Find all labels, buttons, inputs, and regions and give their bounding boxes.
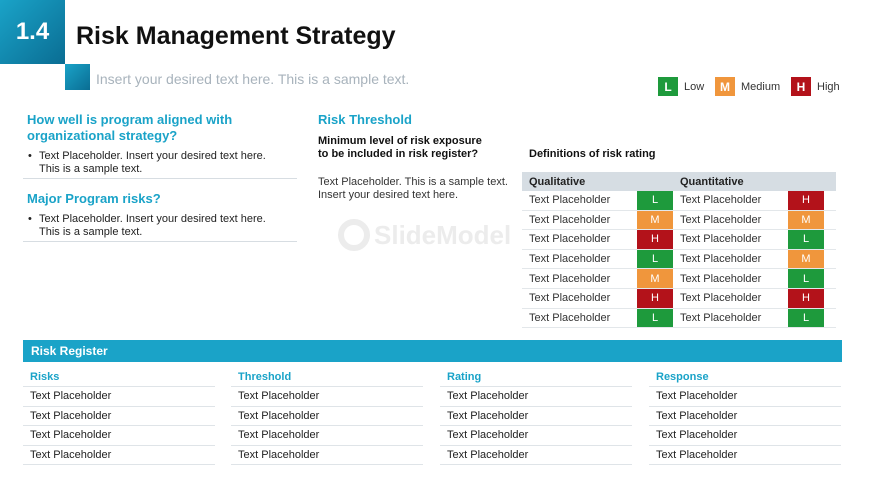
risk-threshold-question-line1: Minimum level of risk exposure [318,135,482,147]
rating-row: Text Placeholder M Text Placeholder L [522,269,836,289]
legend-label-low: Low [684,80,705,93]
quantitative-text: Text Placeholder [680,292,762,305]
qualitative-rating-badge: L [637,191,673,210]
register-cell: Text Placeholder [440,387,632,407]
legend-code-low: L [658,77,678,96]
legend-label-medium: Medium [741,80,781,93]
qualitative-rating-badge: L [637,308,673,328]
register-cell: Text Placeholder [440,446,632,466]
qualitative-rating-badge: M [637,269,673,288]
risk-rating-table-body: Text Placeholder L Text Placeholder H Text P… [522,191,836,329]
watermark-text: SlideModel [374,219,512,250]
risk-rating-table: Qualitative Quantitative Text Placeholde… [522,172,836,329]
rating-row: Text Placeholder H Text Placeholder L [522,230,836,250]
register-column-header: Threshold [231,367,423,387]
risk-threshold-question: Minimum level of risk exposure to be inc… [318,135,508,161]
rating-row: Text Placeholder H Text Placeholder H [522,288,836,309]
quantitative-rating-badge: M [788,210,824,230]
quantitative-column-header: Quantitative [680,175,744,188]
page-subtitle: Insert your desired text here. This is a… [96,71,410,87]
risk-register-bar: Risk Register [23,340,842,362]
alignment-bullet: Text Placeholder. Insert your desired te… [28,150,298,176]
risk-threshold-text: Text Placeholder. This is a sample text.… [318,176,508,202]
legend-code-high: H [791,77,811,96]
legend-label-high: High [817,80,840,93]
divider [23,241,297,242]
qualitative-rating-badge: H [637,230,673,249]
quantitative-text: Text Placeholder [680,233,762,246]
major-risks-bullet: Text Placeholder. Insert your desired te… [28,213,298,239]
risk-threshold-text-line1: Text Placeholder. This is a sample text. [318,176,508,188]
alignment-question-heading: How well is program aligned with organiz… [27,112,233,143]
page-title: Risk Management Strategy [76,22,396,50]
register-cell: Text Placeholder [649,426,841,446]
quantitative-rating-badge: L [788,308,824,328]
risk-threshold-text-line2: Insert your desired text here. [318,189,459,201]
register-cell: Text Placeholder [231,446,423,466]
register-column-rating: Rating Text Placeholder Text Placeholder Te… [440,367,632,466]
qualitative-rating-badge: H [637,288,673,308]
register-cell: Text Placeholder [649,446,841,466]
rating-row: Text Placeholder L Text Placeholder H [522,191,836,211]
qualitative-text: Text Placeholder [529,233,611,246]
qualitative-text: Text Placeholder [529,311,611,324]
major-risks-bullet-line2: This is a sample text. [39,226,143,238]
register-cell: Text Placeholder [649,407,841,427]
quantitative-rating-badge: L [788,230,824,249]
register-cell: Text Placeholder [23,426,215,446]
register-column-response: Response Text Placeholder Text Placeholder… [649,367,841,466]
quantitative-text: Text Placeholder [680,194,762,207]
register-cell: Text Placeholder [23,407,215,427]
quantitative-text: Text Placeholder [680,272,762,285]
quantitative-rating-badge: H [788,191,824,210]
register-column-threshold: Threshold Text Placeholder Text Placeholde… [231,367,423,466]
rating-row: Text Placeholder M Text Placeholder M [522,210,836,231]
register-cell: Text Placeholder [440,426,632,446]
definitions-heading: Definitions of risk rating [529,148,656,160]
quantitative-rating-badge: M [788,249,824,269]
register-cell: Text Placeholder [231,426,423,446]
qualitative-text: Text Placeholder [529,292,611,305]
qualitative-text: Text Placeholder [529,213,611,226]
alignment-bullet-line1: Text Placeholder. Insert your desired te… [39,150,266,162]
legend-item-medium: M Medium [715,77,780,96]
register-cell: Text Placeholder [440,407,632,427]
section-number-badge: 1.4 [0,0,65,64]
qualitative-text: Text Placeholder [529,272,611,285]
quantitative-rating-badge: L [788,269,824,288]
quantitative-rating-badge: H [788,288,824,308]
qualitative-rating-badge: L [637,249,673,269]
legend-item-high: H High [791,77,840,96]
risk-rating-table-header: Qualitative Quantitative [522,172,836,191]
risk-threshold-question-line2: to be included in risk register? [318,148,479,160]
register-column-header: Rating [440,367,632,387]
accent-square [65,64,90,90]
register-cell: Text Placeholder [231,407,423,427]
divider [23,178,297,179]
watermark-logo-icon [338,219,370,251]
qualitative-column-header: Qualitative [529,175,586,188]
legend-item-low: L Low [658,77,704,96]
register-cell: Text Placeholder [649,387,841,407]
register-cell: Text Placeholder [23,446,215,466]
qualitative-text: Text Placeholder [529,194,611,207]
rating-row: Text Placeholder L Text Placeholder L [522,308,836,329]
major-risks-heading: Major Program risks? [27,191,161,206]
qualitative-rating-badge: M [637,210,673,230]
register-column-header: Response [649,367,841,387]
register-cell: Text Placeholder [23,387,215,407]
watermark: SlideModel [338,219,511,251]
rating-row: Text Placeholder L Text Placeholder M [522,249,836,270]
register-column-header: Risks [23,367,215,387]
quantitative-text: Text Placeholder [680,311,762,324]
quantitative-text: Text Placeholder [680,213,762,226]
alignment-bullet-line2: This is a sample text. [39,163,143,175]
major-risks-bullet-line1: Text Placeholder. Insert your desired te… [39,213,266,225]
legend-code-medium: M [715,77,735,96]
risk-threshold-heading: Risk Threshold [318,112,412,127]
register-column-risks: Risks Text Placeholder Text Placeholder Tex… [23,367,215,466]
register-cell: Text Placeholder [231,387,423,407]
qualitative-text: Text Placeholder [529,253,611,266]
quantitative-text: Text Placeholder [680,253,762,266]
